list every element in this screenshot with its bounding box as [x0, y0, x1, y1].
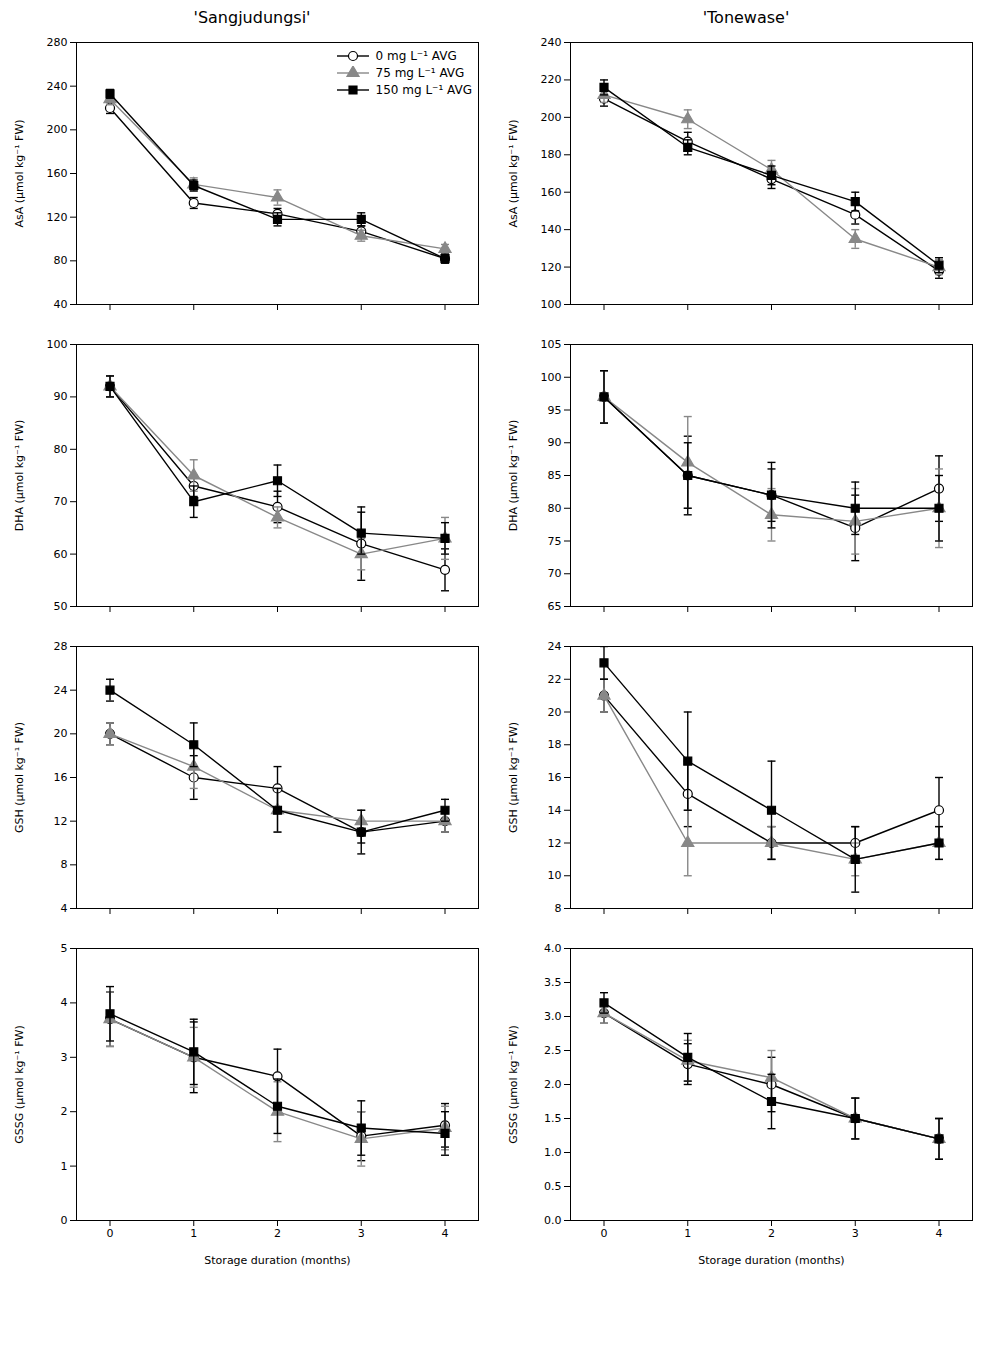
svg-text:2.0: 2.0 [544, 1078, 562, 1091]
svg-text:4: 4 [442, 1227, 449, 1240]
svg-text:120: 120 [541, 261, 562, 274]
svg-text:4.0: 4.0 [544, 942, 562, 955]
svg-text:2: 2 [274, 1227, 281, 1240]
svg-text:24: 24 [54, 684, 68, 697]
svg-text:2: 2 [768, 1227, 775, 1240]
svg-text:80: 80 [54, 443, 68, 456]
svg-text:200: 200 [541, 111, 562, 124]
svg-text:1: 1 [61, 1160, 68, 1173]
svg-text:80: 80 [54, 254, 68, 267]
svg-text:12: 12 [54, 815, 68, 828]
svg-text:20: 20 [54, 727, 68, 740]
svg-text:70: 70 [54, 495, 68, 508]
svg-text:4: 4 [936, 1227, 943, 1240]
svg-text:200: 200 [47, 123, 68, 136]
svg-text:3.5: 3.5 [544, 976, 562, 989]
svg-text:AsA (μmol kg⁻¹ FW): AsA (μmol kg⁻¹ FW) [507, 119, 520, 227]
svg-text:DHA (μmol kg⁻¹ FW): DHA (μmol kg⁻¹ FW) [13, 420, 26, 532]
svg-text:120: 120 [47, 211, 68, 224]
svg-text:105: 105 [541, 338, 562, 351]
svg-text:240: 240 [47, 80, 68, 93]
svg-text:50: 50 [54, 600, 68, 613]
svg-text:220: 220 [541, 73, 562, 86]
svg-text:22: 22 [548, 673, 562, 686]
svg-text:14: 14 [548, 804, 562, 817]
svg-text:160: 160 [541, 186, 562, 199]
svg-text:4: 4 [61, 996, 68, 1009]
svg-text:10: 10 [548, 869, 562, 882]
svg-text:3: 3 [852, 1227, 859, 1240]
svg-text:AsA (μmol kg⁻¹ FW): AsA (μmol kg⁻¹ FW) [13, 119, 26, 227]
svg-text:16: 16 [54, 771, 68, 784]
html-text:'Sangjudungsi': 'Sangjudungsi' [193, 8, 311, 27]
svg-text:3: 3 [61, 1051, 68, 1064]
svg-text:3: 3 [358, 1227, 365, 1240]
html-text:75 mg L⁻¹ AVG: 75 mg L⁻¹ AVG [375, 66, 465, 80]
svg-text:40: 40 [54, 298, 68, 311]
svg-text:240: 240 [541, 36, 562, 49]
svg-text:Storage duration (months): Storage duration (months) [698, 1254, 844, 1267]
svg-text:4: 4 [61, 902, 68, 915]
svg-text:Storage duration (months): Storage duration (months) [204, 1254, 350, 1267]
svg-text:0.5: 0.5 [544, 1180, 562, 1193]
svg-text:5: 5 [61, 942, 68, 955]
svg-text:24: 24 [548, 640, 562, 653]
svg-text:GSH (μmol kg⁻¹ FW): GSH (μmol kg⁻¹ FW) [507, 722, 520, 833]
html-text:150 mg L⁻¹ AVG: 150 mg L⁻¹ AVG [375, 83, 472, 97]
html-text:'Tonewase': 'Tonewase' [702, 8, 790, 27]
svg-text:60: 60 [54, 548, 68, 561]
svg-text:8: 8 [61, 858, 68, 871]
svg-text:0: 0 [601, 1227, 608, 1240]
svg-text:0: 0 [61, 1214, 68, 1227]
svg-text:8: 8 [555, 902, 562, 915]
svg-text:GSSG (μmol kg⁻¹ FW): GSSG (μmol kg⁻¹ FW) [507, 1025, 520, 1143]
svg-text:3.0: 3.0 [544, 1010, 562, 1023]
svg-text:0.0: 0.0 [544, 1214, 562, 1227]
svg-text:1.5: 1.5 [544, 1112, 562, 1125]
svg-text:85: 85 [548, 469, 562, 482]
svg-text:90: 90 [54, 390, 68, 403]
svg-text:100: 100 [47, 338, 68, 351]
svg-text:75: 75 [548, 535, 562, 548]
svg-text:65: 65 [548, 600, 562, 613]
svg-text:100: 100 [541, 298, 562, 311]
svg-text:140: 140 [541, 223, 562, 236]
svg-text:18: 18 [548, 738, 562, 751]
svg-text:28: 28 [54, 640, 68, 653]
svg-text:1: 1 [684, 1227, 691, 1240]
svg-text:70: 70 [548, 567, 562, 580]
svg-text:90: 90 [548, 436, 562, 449]
svg-text:12: 12 [548, 837, 562, 850]
svg-text:180: 180 [541, 148, 562, 161]
svg-text:1.0: 1.0 [544, 1146, 562, 1159]
svg-text:0: 0 [107, 1227, 114, 1240]
svg-text:16: 16 [548, 771, 562, 784]
html-text:0 mg L⁻¹ AVG: 0 mg L⁻¹ AVG [375, 49, 457, 63]
svg-text:GSH (μmol kg⁻¹ FW): GSH (μmol kg⁻¹ FW) [13, 722, 26, 833]
svg-text:280: 280 [47, 36, 68, 49]
svg-text:GSSG (μmol kg⁻¹ FW): GSSG (μmol kg⁻¹ FW) [13, 1025, 26, 1143]
svg-text:100: 100 [541, 371, 562, 384]
svg-text:DHA (μmol kg⁻¹ FW): DHA (μmol kg⁻¹ FW) [507, 420, 520, 532]
svg-text:95: 95 [548, 404, 562, 417]
svg-text:160: 160 [47, 167, 68, 180]
svg-text:1: 1 [190, 1227, 197, 1240]
svg-text:2: 2 [61, 1105, 68, 1118]
svg-text:2.5: 2.5 [544, 1044, 562, 1057]
svg-text:80: 80 [548, 502, 562, 515]
svg-text:20: 20 [548, 706, 562, 719]
